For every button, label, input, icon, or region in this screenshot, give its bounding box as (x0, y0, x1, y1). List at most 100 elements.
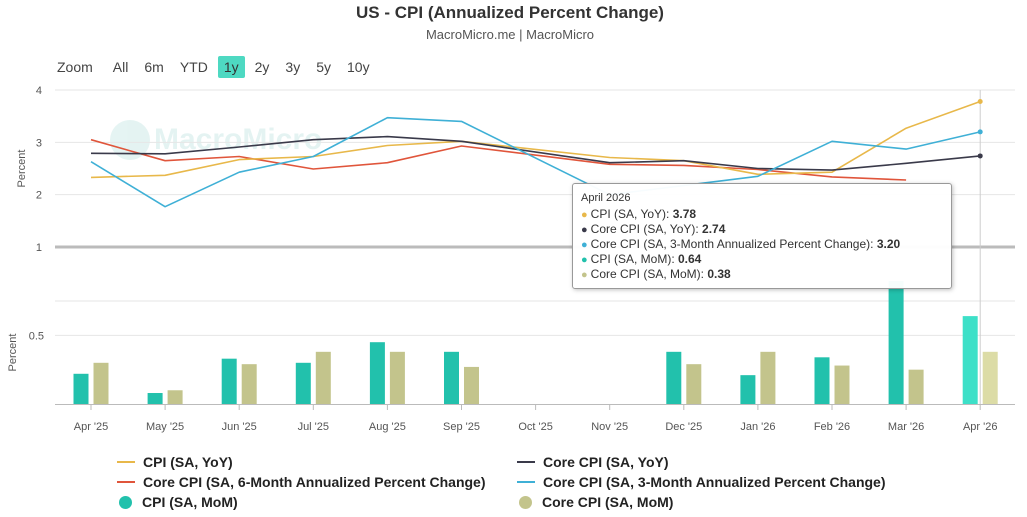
bar (982, 351, 998, 404)
y-axis-label: Percent (16, 150, 28, 188)
bar (908, 369, 924, 404)
tooltip-label: Core CPI (SA, MoM): (590, 267, 708, 281)
tooltip-value: 2.74 (702, 222, 726, 236)
zoom-all-button[interactable]: All (112, 59, 129, 75)
tooltip-row: ● CPI (SA, YoY): 3.78 (581, 207, 696, 221)
legend-item-core-cpi-mom[interactable]: Core CPI (SA, MoM) (517, 494, 673, 510)
series-line (90, 135, 981, 171)
x-tick-label: Apr '25 (74, 421, 109, 433)
bar (686, 364, 702, 404)
tooltip-row: ● CPI (SA, MoM): 0.64 (581, 252, 701, 266)
x-tick-label: Jan '26 (740, 421, 775, 433)
legend-line-icon (517, 461, 535, 463)
y-tick-label: 3 (36, 137, 42, 149)
y-tick-label: 4 (36, 85, 42, 97)
legend-label: Core CPI (SA, MoM) (542, 494, 674, 510)
x-tick-label: Sep '25 (443, 421, 480, 433)
x-tick-label: Aug '25 (369, 421, 406, 433)
zoom-1y-button[interactable]: 1y (217, 56, 245, 78)
legend-line-icon (517, 481, 535, 483)
x-tick-label: Jun '25 (222, 421, 257, 433)
chart-tooltip: April 2026 ● CPI (SA, YoY): 3.78 ● Core CP… (572, 183, 952, 289)
chart-subtitle: MacroMicro.me | MacroMicro (425, 27, 595, 42)
tooltip-label: CPI (SA, MoM): (590, 252, 678, 266)
x-tick-label: Feb '26 (814, 421, 850, 433)
tooltip-label: Core CPI (SA, YoY): (590, 222, 703, 236)
data-point (977, 99, 983, 105)
x-tick-label: Oct '25 (518, 421, 553, 433)
legend-dot-icon (119, 495, 132, 509)
chart-area[interactable]: 1 2 3 4 Percent 0.5 Percent Apr '25 May '25 Jun '… (0, 0, 1027, 450)
tooltip-bullet-icon: ● (581, 269, 588, 281)
legend-label: Core CPI (SA, YoY) (543, 454, 669, 470)
tooltip-row: ● Core CPI (SA, YoY): 2.74 (581, 222, 725, 236)
tooltip-bullet-icon: ● (581, 254, 588, 266)
data-point (977, 129, 983, 135)
tooltip-label: CPI (SA, YoY): (590, 207, 673, 221)
zoom-10y-button[interactable]: 10y (347, 59, 370, 75)
y-axis-label: Percent (7, 334, 19, 372)
zoom-label: Zoom (57, 59, 93, 75)
bar (444, 351, 459, 404)
tooltip-label: Core CPI (SA, 3-Month Annualized Percent… (590, 237, 877, 251)
bar (93, 362, 109, 404)
tooltip-value: 0.38 (707, 267, 731, 281)
series-line (90, 100, 981, 179)
data-point (977, 153, 983, 159)
bar (369, 342, 385, 404)
bar (389, 351, 405, 404)
bar (167, 390, 183, 404)
legend-dot-icon (519, 495, 532, 509)
bar (241, 364, 257, 404)
x-tick-label: Apr '26 (963, 421, 998, 433)
bar (315, 351, 331, 404)
zoom-2y-button[interactable]: 2y (254, 59, 270, 75)
legend-line-icon (117, 461, 135, 463)
tooltip-row: ● Core CPI (SA, 3-Month Annualized Percen… (581, 237, 900, 251)
tooltip-bullet-icon: ● (581, 224, 588, 236)
bar (740, 375, 756, 404)
legend-item-core-cpi-6m[interactable]: Core CPI (SA, 6-Month Annualized Percent… (117, 474, 486, 490)
bar (962, 316, 978, 404)
tooltip-title: April 2026 (581, 192, 631, 204)
x-tick-label: Nov '25 (591, 421, 628, 433)
legend-label: CPI (SA, YoY) (143, 454, 233, 470)
tooltip-value: 3.78 (672, 207, 697, 221)
zoom-5y-button[interactable]: 5y (316, 59, 331, 75)
bar (295, 362, 311, 404)
zoom-ytd-button[interactable]: YTD (179, 59, 208, 75)
zoom-3y-button[interactable]: 3y (285, 59, 301, 75)
legend-item-cpi-mom[interactable]: CPI (SA, MoM) (117, 494, 238, 510)
tooltip-bullet-icon: ● (581, 209, 588, 221)
x-tick-label: Jul '25 (298, 421, 329, 433)
bar (73, 373, 89, 404)
bar (221, 358, 237, 404)
x-tick-label: Dec '25 (665, 421, 702, 433)
legend-label: CPI (SA, MoM) (142, 494, 238, 510)
y-tick-label: 1 (36, 242, 42, 254)
legend-item-core-cpi-yoy[interactable]: Core CPI (SA, YoY) (517, 454, 669, 470)
bar (147, 393, 163, 404)
legend-item-core-cpi-3m[interactable]: Core CPI (SA, 3-Month Annualized Percent… (517, 474, 886, 490)
x-tick-label: May '25 (146, 421, 184, 433)
zoom-6m-button[interactable]: 6m (144, 59, 164, 75)
bar (760, 351, 776, 404)
legend-item-cpi-yoy[interactable]: CPI (SA, YoY) (117, 454, 233, 470)
tooltip-row: ● Core CPI (SA, MoM): 0.38 (581, 267, 731, 281)
legend-label: Core CPI (SA, 3-Month Annualized Percent… (543, 474, 886, 490)
bar (666, 351, 682, 404)
y-tick-label: 0.5 (29, 330, 44, 342)
bar (888, 281, 904, 404)
bar (814, 357, 830, 404)
bar (834, 365, 850, 404)
chart-legend: CPI (SA, YoY) Core CPI (SA, YoY) Core CP… (0, 450, 1027, 517)
tooltip-value: 0.64 (678, 252, 702, 266)
x-tick-label: Mar '26 (888, 421, 924, 433)
tooltip-value: 3.20 (876, 237, 901, 251)
tooltip-bullet-icon: ● (581, 239, 588, 251)
y-tick-label: 2 (36, 190, 42, 202)
zoom-bar: Zoom All 6m YTD 1y 2y 3y 5y 10y (57, 55, 380, 79)
legend-label: Core CPI (SA, 6-Month Annualized Percent… (143, 474, 486, 490)
watermark-text: MacroMicro (154, 123, 323, 156)
bar (464, 366, 479, 404)
